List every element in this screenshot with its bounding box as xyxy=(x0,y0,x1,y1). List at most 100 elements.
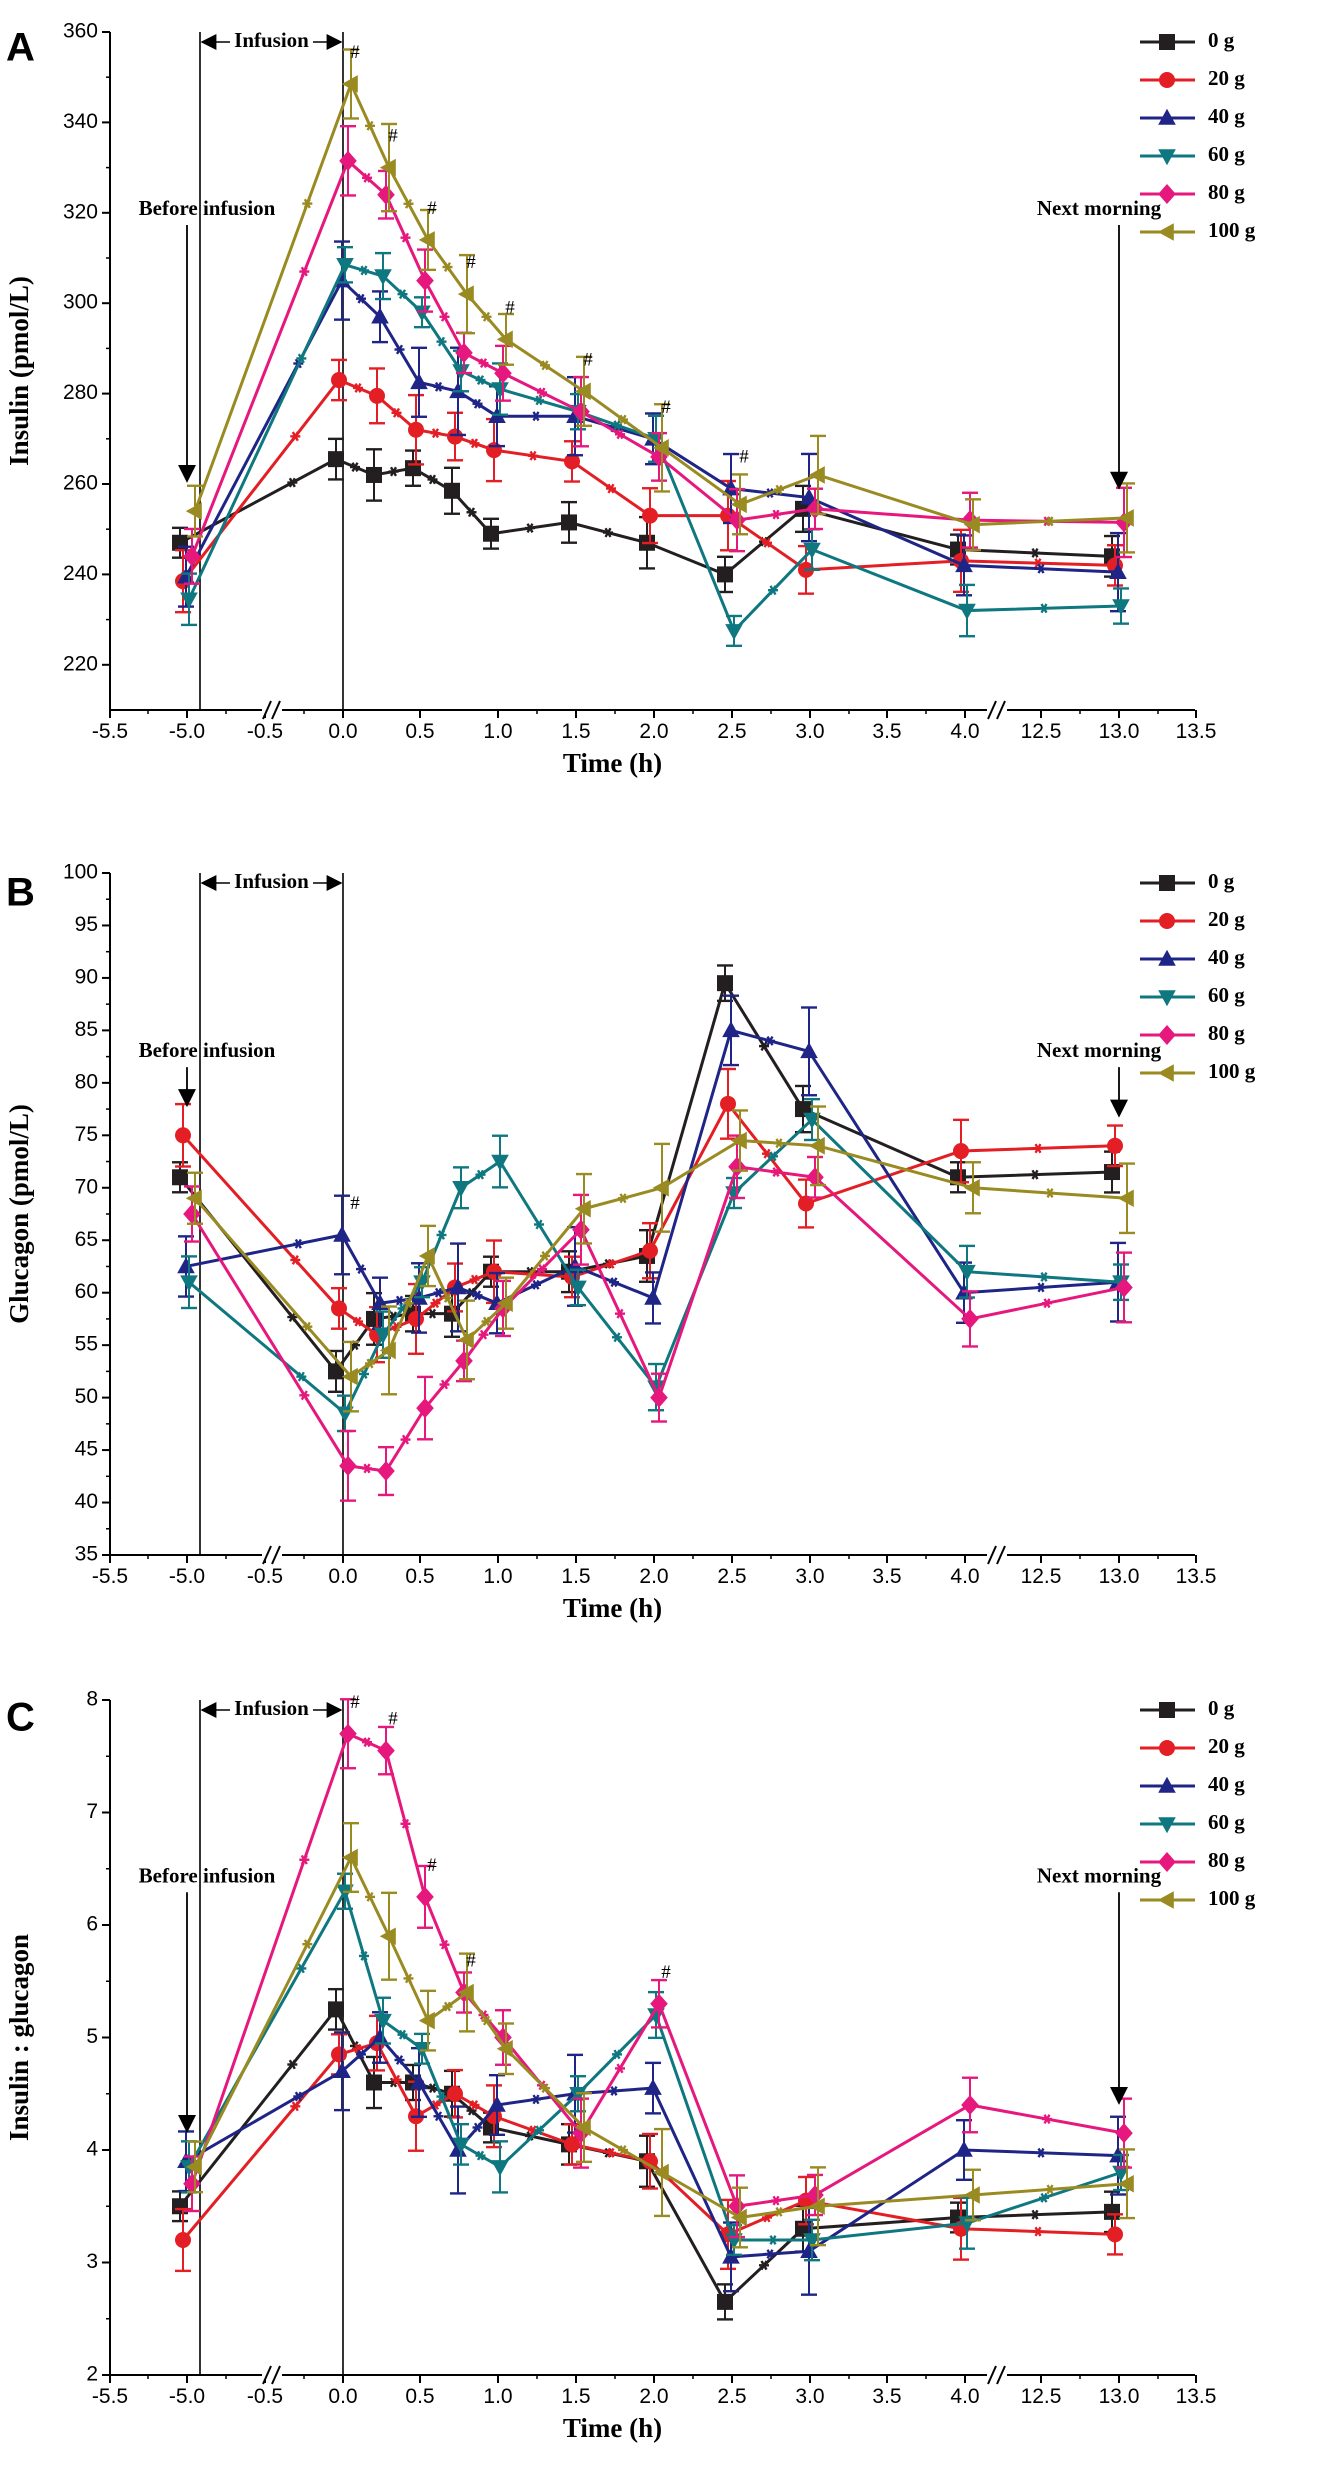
x-tick: -5.5 xyxy=(92,2375,128,2408)
data-point xyxy=(561,514,577,531)
segment-star-marker xyxy=(299,266,310,277)
data-point xyxy=(175,1127,191,1144)
y-tick: 320 xyxy=(63,200,110,223)
data-point xyxy=(806,1167,824,1188)
series-100-g xyxy=(185,1105,1135,1413)
x-axis-label: Time (h) xyxy=(563,2413,662,2443)
data-point xyxy=(496,1294,513,1312)
data-point xyxy=(379,1341,396,1360)
segment-star-marker xyxy=(612,2049,622,2060)
significance-marker: # xyxy=(661,397,671,418)
segment-star-marker xyxy=(433,1287,444,1298)
data-point xyxy=(800,2242,818,2259)
data-point xyxy=(1104,1164,1120,1181)
data-point xyxy=(447,2085,463,2102)
x-tick: 2.5 xyxy=(717,710,747,743)
data-point xyxy=(183,1204,201,1224)
next-morning-annotation: Next morning xyxy=(1037,1038,1162,1118)
segment-star-marker xyxy=(299,1854,310,1865)
segment-star-marker xyxy=(466,507,477,518)
data-point xyxy=(728,2196,746,2217)
data-point xyxy=(328,2001,344,2018)
segment-star-marker xyxy=(359,1951,369,1961)
before-infusion-annotation: Before infusion xyxy=(139,1863,276,2134)
svg-text:Infusion: Infusion xyxy=(234,869,309,893)
data-point xyxy=(183,546,201,567)
segment-star-marker xyxy=(1045,2184,1055,2195)
data-point xyxy=(413,305,431,322)
data-point xyxy=(185,502,202,520)
segment-star-marker xyxy=(606,2147,616,2158)
segment-star-marker xyxy=(442,1293,453,1303)
data-point xyxy=(486,442,502,459)
data-point xyxy=(331,1300,347,1317)
panel-b: B 35 40 45 50 55 60 65 70 75 80 85 90 95 100 -5.5 -5.0 -0… xyxy=(4,861,1256,1623)
svg-text:1.0: 1.0 xyxy=(483,720,512,743)
x-tick: 4.0 xyxy=(950,1555,980,1588)
svg-text:20 g: 20 g xyxy=(1208,907,1245,931)
panel-label: C xyxy=(6,1696,35,1740)
data-point xyxy=(647,2008,665,2025)
panel-label: B xyxy=(6,871,35,915)
svg-text:70: 70 xyxy=(75,1175,98,1198)
data-point xyxy=(806,498,824,519)
x-tick: 13.5 xyxy=(1176,2375,1217,2408)
svg-text:20 g: 20 g xyxy=(1208,1734,1245,1758)
segment-star-marker xyxy=(302,198,313,209)
data-point xyxy=(647,432,665,448)
segment-star-marker xyxy=(615,429,625,440)
y-tick: 50 xyxy=(75,1385,110,1408)
segment-star-marker xyxy=(765,1035,775,1046)
segment-star-marker xyxy=(1042,1298,1052,1309)
segment-star-marker xyxy=(1030,1169,1040,1180)
segment-star-marker xyxy=(1033,1143,1043,1154)
segment-star-marker xyxy=(394,2055,405,2065)
legend-item: 40 g xyxy=(1140,104,1245,128)
data-point xyxy=(177,567,195,584)
data-point xyxy=(574,382,591,401)
svg-text:60: 60 xyxy=(75,1280,98,1303)
segment-star-marker xyxy=(1036,2147,1046,2158)
series-40-g xyxy=(177,240,1127,613)
svg-text:13.0: 13.0 xyxy=(1099,720,1140,743)
segment-star-marker xyxy=(365,120,375,131)
data-point xyxy=(336,257,354,274)
significance-marker: # xyxy=(466,1951,476,1972)
data-point xyxy=(452,2137,470,2154)
x-tick: 0.0 xyxy=(328,1555,358,1588)
segment-star-marker xyxy=(353,1316,363,1327)
segment-star-marker xyxy=(397,2029,408,2040)
segment-star-marker xyxy=(436,2091,447,2102)
significance-marker: # xyxy=(661,1962,671,1983)
segment-star-marker xyxy=(290,431,301,442)
svg-text:13.5: 13.5 xyxy=(1176,2385,1217,2408)
svg-text:340: 340 xyxy=(63,110,98,133)
panel-a: A 220 240 260 280 300 320 340 360 -5.5 -5.0 -0.5 0.0… xyxy=(4,20,1256,778)
data-point xyxy=(961,2095,979,2115)
data-point xyxy=(328,451,344,468)
svg-text:Before infusion: Before infusion xyxy=(139,196,276,220)
data-point xyxy=(452,1180,470,1197)
segment-star-marker xyxy=(609,1277,619,1288)
svg-text:3.5: 3.5 xyxy=(872,1565,901,1588)
data-point xyxy=(405,460,421,477)
segment-star-marker xyxy=(293,2091,304,2102)
y-tick: 80 xyxy=(75,1070,110,1093)
segment-star-marker xyxy=(356,293,366,304)
svg-text:3: 3 xyxy=(86,2250,98,2273)
axis-break-mark xyxy=(987,700,1007,720)
data-point xyxy=(455,1350,473,1371)
infusion-annotation: Infusion xyxy=(199,28,344,710)
svg-text:35: 35 xyxy=(75,1543,98,1566)
segment-star-marker xyxy=(290,2101,301,2112)
segment-star-marker xyxy=(534,2125,544,2136)
data-point xyxy=(1104,2203,1120,2220)
svg-text:5: 5 xyxy=(86,2025,98,2048)
data-point xyxy=(808,2197,825,2216)
svg-text:0 g: 0 g xyxy=(1208,1696,1235,1720)
x-tick: 3.0 xyxy=(795,2375,825,2408)
segment-star-marker xyxy=(768,1151,778,1162)
y-axis-label: Insulin : glucagon xyxy=(4,1934,34,2141)
segment-star-marker xyxy=(403,1973,414,1984)
data-point xyxy=(371,2028,389,2045)
